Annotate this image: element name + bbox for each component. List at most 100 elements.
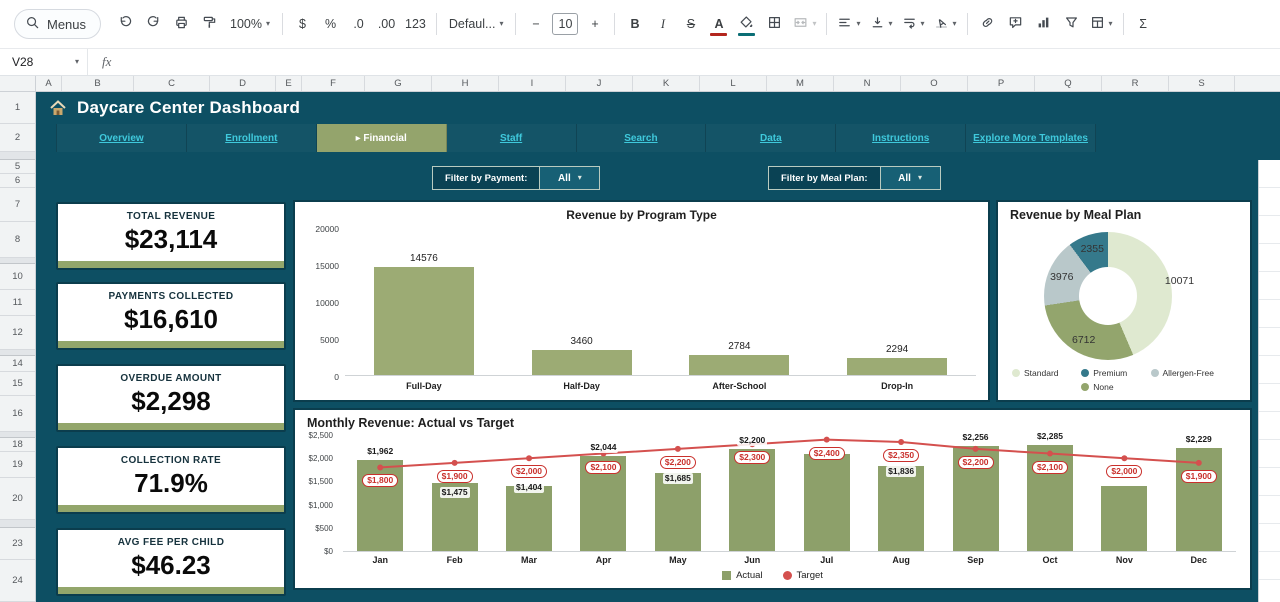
column-header-D[interactable]: D — [210, 76, 276, 91]
column-header-R[interactable]: R — [1102, 76, 1169, 91]
bold-button[interactable]: B — [621, 11, 648, 38]
nav-tab-6[interactable]: Instructions — [836, 124, 966, 152]
kpi-card-4[interactable]: AVG FEE PER CHILD$46.23 — [56, 528, 286, 596]
insert-chart-button[interactable] — [1030, 11, 1057, 38]
row-header-24[interactable]: 24 — [0, 560, 35, 602]
kpi-value: $23,114 — [58, 224, 284, 255]
column-header-C[interactable]: C — [134, 76, 210, 91]
column-header-M[interactable]: M — [767, 76, 834, 91]
column-header-K[interactable]: K — [633, 76, 700, 91]
column-header-I[interactable]: I — [499, 76, 566, 91]
nav-tab-4[interactable]: Search — [577, 124, 707, 152]
merge-icon — [793, 15, 808, 33]
column-header-G[interactable]: G — [365, 76, 432, 91]
column-header-S[interactable]: S — [1169, 76, 1235, 91]
column-header-J[interactable]: J — [566, 76, 633, 91]
increase-font-size-button[interactable]: + — [581, 11, 608, 38]
row-header-19[interactable]: 19 — [0, 452, 35, 478]
row-header-2[interactable]: 2 — [0, 124, 35, 152]
row-header-16[interactable]: 16 — [0, 396, 35, 432]
redo-button[interactable] — [140, 11, 167, 38]
more-formats-button[interactable]: 123 — [401, 11, 430, 38]
month-label: Jun — [715, 555, 789, 565]
format-percent-button[interactable]: % — [317, 11, 344, 38]
hidden-rows-marker[interactable] — [0, 520, 35, 528]
text-wrapping-button[interactable]: ▾ — [898, 11, 929, 38]
kpi-card-1[interactable]: PAYMENTS COLLECTED$16,610 — [56, 282, 286, 350]
merge-cells-button[interactable]: ▾ — [789, 11, 820, 38]
nav-tab-1[interactable]: Enrollment — [187, 124, 317, 152]
insert-comment-button[interactable] — [1002, 11, 1029, 38]
column-header-Q[interactable]: Q — [1035, 76, 1102, 91]
row-header-8[interactable]: 8 — [0, 222, 35, 258]
row-header-14[interactable]: 14 — [0, 356, 35, 372]
row-header-6[interactable]: 6 — [0, 174, 35, 188]
row-header-11[interactable]: 11 — [0, 290, 35, 316]
filter-dropdown[interactable]: All▾ — [881, 166, 941, 190]
paint-format-button[interactable] — [196, 11, 223, 38]
column-header-H[interactable]: H — [432, 76, 499, 91]
nav-tab-2[interactable]: ▸ Financial — [317, 124, 447, 152]
row-header-23[interactable]: 23 — [0, 528, 35, 560]
text-rotation-button[interactable]: ▾ — [930, 11, 961, 38]
column-header-L[interactable]: L — [700, 76, 767, 91]
italic-button[interactable]: I — [649, 11, 676, 38]
kpi-card-3[interactable]: COLLECTION RATE71.9% — [56, 446, 286, 514]
row-header-20[interactable]: 20 — [0, 478, 35, 520]
font-name-button[interactable]: Defaul...▾ — [443, 11, 510, 38]
zoom-button[interactable]: 100%▾ — [224, 11, 276, 38]
column-header-B[interactable]: B — [62, 76, 134, 91]
undo-button[interactable] — [112, 11, 139, 38]
column-header-E[interactable]: E — [276, 76, 302, 91]
format-currency-button[interactable]: $ — [289, 11, 316, 38]
row-header-5[interactable]: 5 — [0, 160, 35, 174]
filter-dropdown[interactable]: All▾ — [540, 166, 600, 190]
row-header-7[interactable]: 7 — [0, 188, 35, 222]
column-header-N[interactable]: N — [834, 76, 901, 91]
combo-chart-yaxis: $0$500$1,000$1,500$2,000$2,500 — [295, 436, 339, 552]
row-header-1[interactable]: 1 — [0, 92, 35, 124]
vertical-align-button[interactable]: ▾ — [866, 11, 897, 38]
row-header-18[interactable]: 18 — [0, 438, 35, 452]
kpi-accent-bar — [58, 505, 284, 512]
fill-color-button[interactable] — [733, 11, 760, 38]
hidden-rows-marker[interactable] — [0, 152, 35, 160]
select-all-corner[interactable] — [0, 76, 36, 91]
text-color-button[interactable]: A — [705, 11, 732, 38]
nav-tab-5[interactable]: Data — [706, 124, 836, 152]
sheet-views-button[interactable]: ▾ — [1086, 11, 1117, 38]
name-box[interactable]: V28 ▾ — [0, 49, 88, 75]
kpi-card-0[interactable]: TOTAL REVENUE$23,114 — [56, 202, 286, 270]
formula-input[interactable] — [125, 49, 1280, 75]
format-percent-label: % — [325, 17, 336, 31]
column-header-F[interactable]: F — [302, 76, 365, 91]
column-header-P[interactable]: P — [968, 76, 1035, 91]
nav-tab-0[interactable]: Overview — [56, 124, 187, 152]
nav-tab-3[interactable]: Staff — [447, 124, 577, 152]
nav-tab-7[interactable]: Explore More Templates — [966, 124, 1096, 152]
horizontal-align-button[interactable]: ▾ — [833, 11, 864, 38]
increase-decimal-places-button[interactable]: .00 — [373, 11, 400, 38]
menus-button[interactable]: Menus — [14, 9, 101, 39]
row-header-10[interactable]: 10 — [0, 264, 35, 290]
column-header-O[interactable]: O — [901, 76, 968, 91]
column-header-A[interactable]: A — [36, 76, 62, 91]
print-button[interactable] — [168, 11, 195, 38]
decrease-font-size-button[interactable]: − — [522, 11, 549, 38]
row-header-15[interactable]: 15 — [0, 372, 35, 396]
empty-grid-strip — [1258, 160, 1280, 602]
dropdown-caret-icon: ▾ — [812, 20, 816, 28]
functions-button[interactable]: Σ — [1130, 11, 1157, 38]
font-size-button[interactable]: 10 — [552, 13, 578, 35]
meal-plan-chart-panel[interactable]: Revenue by Meal Plan 10071671239762355 S… — [996, 200, 1252, 402]
monthly-revenue-chart-panel[interactable]: Monthly Revenue: Actual vs Target $0$500… — [293, 408, 1252, 590]
strikethrough-button[interactable]: S — [677, 11, 704, 38]
insert-link-button[interactable] — [974, 11, 1001, 38]
program-revenue-chart-panel[interactable]: Revenue by Program Type 0500010000150002… — [293, 200, 990, 402]
borders-button[interactable] — [761, 11, 788, 38]
row-header-12[interactable]: 12 — [0, 316, 35, 350]
create-filter-button[interactable] — [1058, 11, 1085, 38]
nav-tab-label: Search — [624, 133, 657, 144]
decrease-decimal-places-button[interactable]: .0 — [345, 11, 372, 38]
kpi-card-2[interactable]: OVERDUE AMOUNT$2,298 — [56, 364, 286, 432]
